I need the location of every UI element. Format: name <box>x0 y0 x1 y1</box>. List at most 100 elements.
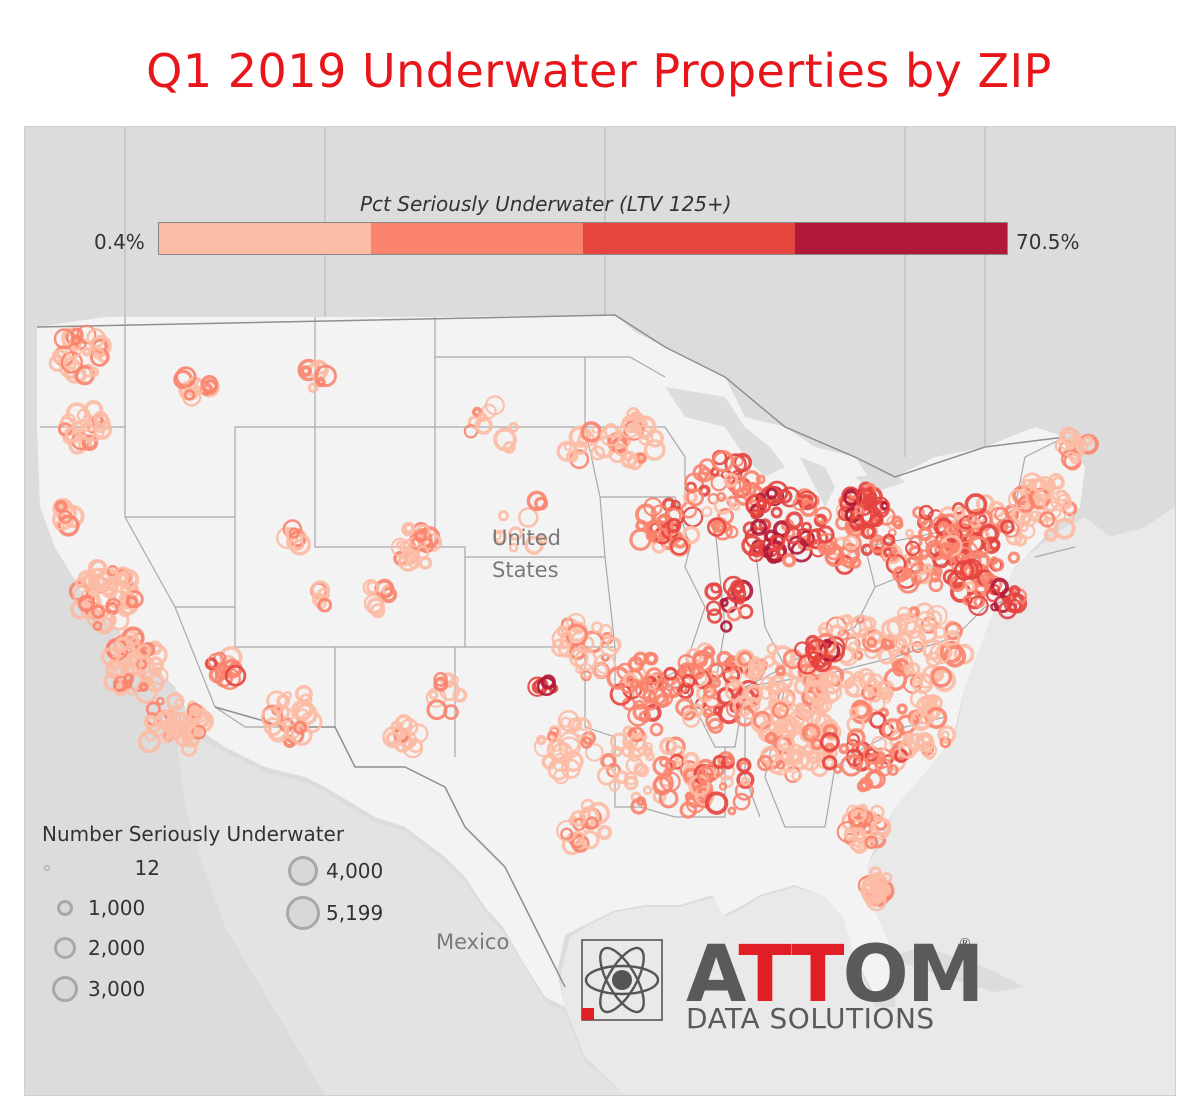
zip-circle <box>848 707 860 718</box>
zip-circle <box>780 673 793 686</box>
zip-circle <box>578 806 600 827</box>
zip-circle <box>54 520 65 531</box>
zip-circle <box>418 538 435 554</box>
color-scale-bar <box>158 222 1008 255</box>
attom-logo-mark <box>581 939 663 1021</box>
zip-circle <box>869 512 884 528</box>
color-scale-segment-3 <box>583 223 795 254</box>
zip-circle <box>88 366 100 378</box>
zip-circle <box>949 581 972 603</box>
zip-circle <box>771 701 789 719</box>
zip-circle <box>580 830 600 850</box>
zip-circle <box>426 699 448 721</box>
zip-circle <box>433 676 449 692</box>
zip-circle <box>891 659 903 671</box>
zip-circle <box>401 522 416 537</box>
zip-circle <box>928 577 944 593</box>
zip-circle <box>933 625 947 639</box>
zip-circle <box>310 580 330 600</box>
zip-circle <box>990 602 1000 612</box>
zip-circle <box>789 719 798 729</box>
zip-circle <box>759 720 779 741</box>
zip-circle <box>843 557 855 569</box>
zip-circle <box>781 552 797 568</box>
map-title: Q1 2019 Underwater Properties by ZIP <box>146 44 1052 98</box>
zip-circle <box>100 647 120 667</box>
zip-circle <box>126 687 136 696</box>
zip-circle <box>892 566 909 583</box>
zip-circle <box>423 532 443 552</box>
zip-circle <box>905 540 921 556</box>
zip-circle <box>534 496 549 511</box>
zip-circle <box>72 585 91 604</box>
zip-circle <box>874 758 893 777</box>
zip-circle <box>784 526 802 545</box>
zip-circle <box>801 710 812 721</box>
zip-circle <box>704 791 729 815</box>
zip-circle <box>725 525 739 539</box>
zip-circle <box>914 732 932 750</box>
zip-circle <box>599 425 622 447</box>
zip-circle <box>670 537 689 556</box>
zip-circle <box>707 608 723 624</box>
zip-circle <box>760 745 780 765</box>
zip-circle <box>880 637 894 651</box>
zip-circle <box>91 604 106 619</box>
zip-circle <box>1069 452 1082 465</box>
zip-circle <box>288 527 300 539</box>
zip-circle <box>833 764 843 775</box>
zip-circle <box>887 764 899 776</box>
zip-circle <box>865 753 885 773</box>
zip-circle <box>599 636 621 657</box>
zip-circle <box>909 689 929 709</box>
zip-circle <box>926 604 948 627</box>
zip-circle <box>783 717 803 737</box>
zip-circle <box>903 664 915 676</box>
zip-circle <box>843 535 859 551</box>
zip-circle <box>1042 495 1060 513</box>
zip-circle <box>567 717 583 733</box>
zip-circle <box>77 594 96 613</box>
zip-circle <box>858 628 869 639</box>
zip-circle <box>535 734 547 746</box>
zip-circle <box>872 817 892 837</box>
zip-circle <box>317 597 333 613</box>
size-legend-item-4000: 4,000 <box>286 856 383 886</box>
zip-circle <box>814 506 832 525</box>
zip-circle <box>54 499 68 513</box>
zip-circle <box>145 673 165 693</box>
zip-circle <box>629 678 641 690</box>
zip-circle <box>920 695 933 708</box>
zip-circle <box>893 632 912 651</box>
zip-circle <box>481 403 497 419</box>
size-legend-item-12: 12 <box>30 856 160 880</box>
attom-subtitle: DATA SOLUTIONS <box>686 1002 935 1035</box>
zip-circle <box>815 704 825 714</box>
zip-circle <box>492 529 508 545</box>
zip-circle <box>898 612 919 633</box>
zip-circle <box>855 505 864 515</box>
zip-circle <box>275 527 298 550</box>
zip-circle <box>959 559 980 580</box>
zip-circle <box>896 606 912 621</box>
zip-circle <box>566 449 579 463</box>
zip-circle <box>692 652 709 669</box>
zip-circle <box>599 623 613 638</box>
zip-circle <box>727 806 737 816</box>
zip-circle <box>181 386 202 407</box>
zip-circle <box>917 570 931 585</box>
zip-circle <box>471 406 483 418</box>
zip-circle <box>724 680 747 703</box>
zip-circle <box>92 347 105 360</box>
zip-circle <box>214 669 234 688</box>
map-area[interactable] <box>24 126 1176 1096</box>
zip-circle <box>943 630 961 647</box>
zip-circle <box>619 450 638 469</box>
zip-circle <box>716 491 727 503</box>
zip-circle <box>664 759 677 772</box>
zip-circle <box>850 805 868 823</box>
attom-wordmark: ATTOM <box>686 930 984 1020</box>
zip-circle <box>740 776 751 787</box>
zip-circle <box>941 730 950 740</box>
zip-circle <box>909 709 932 732</box>
